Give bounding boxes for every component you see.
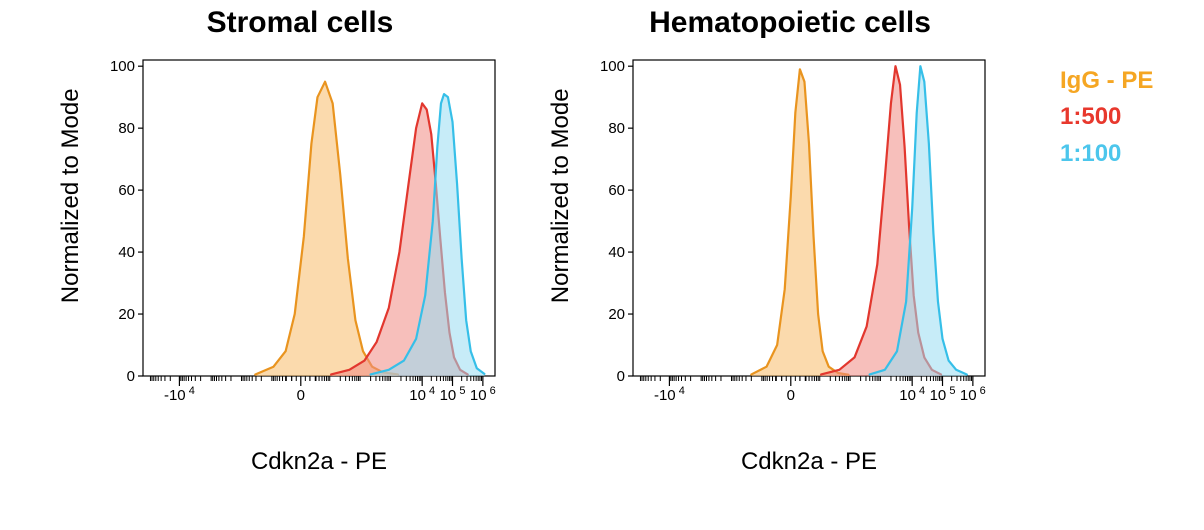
legend-item-1-100: 1:100 [1060,138,1153,170]
panel-title-stromal: Stromal cells [110,6,490,40]
chart-stromal: 0 20 40 60 80 100 -10 4 0 10 4 10 510 6 [99,50,501,414]
svg-text:20: 20 [118,306,135,323]
svg-text:10 6: 10 6 [960,385,986,404]
svg-text:60: 60 [118,182,135,199]
svg-text:-10 4: -10 4 [654,385,685,404]
x-axis-label-hematopoietic: Cdkn2a - PE [633,448,985,476]
svg-text:-10 4: -10 4 [164,385,195,404]
svg-text:10 4: 10 4 [899,385,925,404]
trace-fill-igg-pe [751,69,848,376]
svg-text:40: 40 [118,244,135,261]
x-axis-label-stromal: Cdkn2a - PE [143,448,495,476]
svg-text:0: 0 [127,368,135,385]
y-axis-label-stromal: Normalized to Mode [57,54,85,338]
svg-text:10 6: 10 6 [470,385,496,404]
svg-text:0: 0 [297,387,305,404]
trace-fill-igg-pe [255,82,398,376]
svg-text:10 4: 10 4 [409,385,435,404]
legend-item-1-500: 1:500 [1060,101,1153,133]
svg-text:0: 0 [617,368,625,385]
svg-text:100: 100 [110,58,135,75]
y-axis-label-hematopoietic: Normalized to Mode [547,54,575,338]
svg-text:10 5: 10 5 [440,385,466,404]
panel-title-hematopoietic: Hematopoietic cells [580,6,1000,40]
svg-text:80: 80 [608,120,625,137]
chart-hematopoietic: 0 20 40 60 80 100 -10 4 0 10 4 10 510 6 [589,50,991,414]
svg-text:10 5: 10 5 [930,385,956,404]
legend-item-igg-pe: IgG - PE [1060,65,1153,97]
legend: IgG - PE 1:500 1:100 [1060,65,1153,170]
svg-text:60: 60 [608,182,625,199]
svg-text:0: 0 [787,387,795,404]
svg-text:100: 100 [600,58,625,75]
svg-text:20: 20 [608,306,625,323]
svg-text:40: 40 [608,244,625,261]
svg-text:80: 80 [118,120,135,137]
